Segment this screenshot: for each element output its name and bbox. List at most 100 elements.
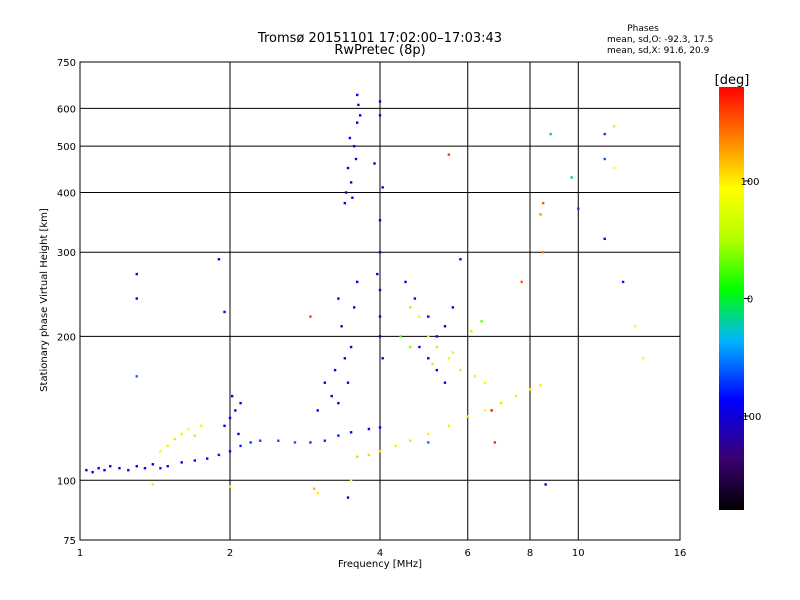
x-tick-label: 16 <box>674 548 687 559</box>
data-point <box>103 468 106 472</box>
data-point <box>418 345 421 349</box>
data-point <box>447 153 451 156</box>
data-point <box>399 335 402 338</box>
data-point <box>413 297 417 300</box>
data-point <box>373 162 376 165</box>
data-point <box>427 357 430 360</box>
data-point <box>199 424 203 428</box>
stats-line-o: mean, sd,O: -92.3, 17.5 <box>607 35 713 45</box>
colorbar-ticks: 100 0 -100 <box>739 177 762 423</box>
data-point <box>378 219 382 222</box>
data-point <box>480 320 483 323</box>
data-point <box>381 186 384 189</box>
data-point <box>612 166 616 170</box>
data-point <box>352 306 356 309</box>
colorbar-tick-label: -100 <box>739 412 762 423</box>
x-tick-label: 4 <box>377 548 383 559</box>
data-point <box>427 441 430 444</box>
data-point <box>354 157 358 161</box>
data-point <box>151 463 155 466</box>
data-point <box>381 357 384 360</box>
data-point <box>316 409 319 412</box>
data-point <box>603 237 606 241</box>
data-point <box>443 381 447 384</box>
data-point <box>337 401 340 405</box>
data-point <box>483 409 487 412</box>
data-point <box>378 114 382 117</box>
data-point <box>223 424 226 428</box>
data-point <box>135 297 138 300</box>
data-point <box>159 450 162 453</box>
data-point <box>431 362 434 366</box>
data-point <box>528 388 532 391</box>
data-point <box>352 144 356 148</box>
data-point <box>118 466 121 470</box>
colorbar-tick-label: 0 <box>747 295 753 306</box>
data-point <box>549 132 552 136</box>
data-point <box>228 485 232 488</box>
y-tick-label: 200 <box>57 332 76 343</box>
x-tick-label: 1 <box>77 548 83 559</box>
colorbar-tick-label: 100 <box>740 177 759 188</box>
data-point <box>404 280 407 284</box>
data-point <box>293 441 297 444</box>
data-point <box>520 280 523 284</box>
data-point <box>348 136 352 140</box>
data-point <box>367 453 371 457</box>
data-point <box>333 368 337 372</box>
data-point <box>349 181 353 184</box>
data-point <box>355 280 359 284</box>
data-point <box>443 325 447 328</box>
data-point <box>470 330 473 333</box>
data-point <box>127 468 130 472</box>
data-point <box>451 351 455 354</box>
data-point <box>378 288 382 292</box>
data-point <box>435 345 438 349</box>
x-tick-label: 2 <box>227 548 233 559</box>
data-point <box>316 491 319 495</box>
data-point <box>447 424 451 428</box>
data-point <box>323 439 327 442</box>
data-point <box>166 465 169 468</box>
data-point <box>378 450 382 453</box>
chart-title: Tromsø 20151101 17:02:00–17:03:43 <box>257 31 502 46</box>
x-tick-label: 10 <box>572 548 585 559</box>
data-point <box>447 357 451 360</box>
data-points <box>85 93 645 499</box>
data-point <box>544 483 547 486</box>
data-point <box>633 325 637 328</box>
data-point <box>343 201 347 205</box>
data-point <box>642 357 645 360</box>
data-point <box>539 384 542 387</box>
data-point <box>473 375 477 378</box>
data-point <box>187 427 190 431</box>
data-point <box>351 196 354 199</box>
data-point <box>514 394 518 398</box>
data-point <box>603 157 606 161</box>
data-point <box>97 466 100 470</box>
data-point <box>230 394 234 398</box>
colorbar-label: [deg] <box>715 73 750 88</box>
data-point <box>91 470 94 474</box>
data-point <box>357 103 360 107</box>
data-point <box>159 466 162 470</box>
data-point <box>237 432 240 436</box>
data-point <box>239 444 242 448</box>
data-point <box>427 315 430 318</box>
data-point <box>621 280 625 284</box>
data-point <box>151 483 155 486</box>
data-point <box>337 434 340 437</box>
data-point <box>355 93 359 97</box>
data-point <box>358 114 362 117</box>
data-point <box>349 431 353 434</box>
data-point <box>217 453 221 457</box>
y-tick-labels: 75 100 200 300 400 500 600 750 <box>57 58 76 547</box>
data-point <box>259 439 262 442</box>
data-point <box>490 409 493 412</box>
data-point <box>166 444 169 448</box>
data-point <box>193 434 197 437</box>
data-point <box>493 441 497 444</box>
data-point <box>603 132 606 136</box>
data-point <box>135 272 138 276</box>
data-point <box>346 496 350 499</box>
